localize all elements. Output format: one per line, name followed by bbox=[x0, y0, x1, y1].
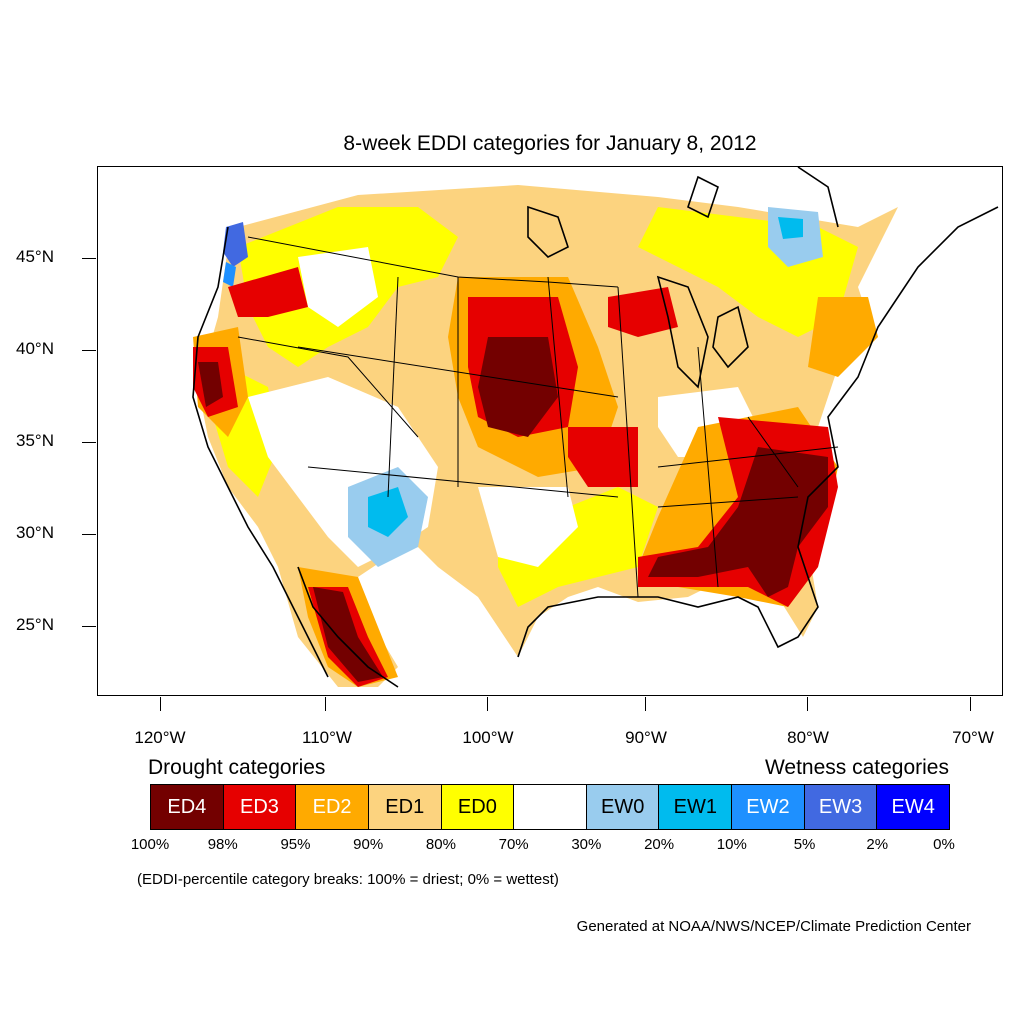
percentile-break-label: 100% bbox=[130, 836, 170, 853]
percentile-break-label: 80% bbox=[425, 836, 456, 853]
ed3-region bbox=[568, 427, 638, 487]
lat-tick bbox=[82, 534, 96, 535]
lat-tick bbox=[82, 626, 96, 627]
percentile-break-label: 20% bbox=[644, 836, 675, 853]
percentile-break-label: 10% bbox=[716, 836, 747, 853]
lon-label-110: 110°W bbox=[302, 728, 352, 747]
legend-cell-ew4: EW4 bbox=[877, 785, 950, 829]
lon-tick bbox=[160, 697, 161, 711]
lon-tick bbox=[645, 697, 646, 711]
lon-tick bbox=[970, 697, 971, 711]
lon-label-120: 120°W bbox=[134, 728, 186, 747]
ew2-region bbox=[223, 262, 236, 287]
drought-categories-header: Drought categories bbox=[148, 756, 326, 779]
ed4-region bbox=[478, 337, 558, 437]
legend-cell-ew2: EW2 bbox=[732, 785, 805, 829]
lat-label-35: 35°N bbox=[16, 431, 54, 450]
percentile-break-label: 98% bbox=[207, 836, 238, 853]
ed4-region bbox=[313, 587, 383, 682]
lon-label-90: 90°W bbox=[625, 728, 667, 747]
ed3-region bbox=[608, 287, 678, 337]
map-panel bbox=[97, 166, 1003, 696]
state-boundaries bbox=[237, 236, 839, 598]
lon-label-70: 70°W bbox=[952, 728, 994, 747]
lat-tick bbox=[82, 442, 96, 443]
lat-label-40: 40°N bbox=[16, 339, 54, 358]
lon-label-100: 100°W bbox=[462, 728, 514, 747]
ed4-region bbox=[648, 447, 828, 597]
ew1-region bbox=[368, 487, 408, 537]
legend-cell-ed3: ED3 bbox=[223, 785, 297, 829]
lat-tick bbox=[82, 258, 96, 259]
wetness-categories-header: Wetness categories bbox=[764, 756, 949, 779]
legend-cell-ed1: ED1 bbox=[368, 785, 442, 829]
ew3-region bbox=[223, 222, 248, 267]
legend-cell-ed0: ED0 bbox=[441, 785, 515, 829]
near-normal-region bbox=[478, 487, 578, 567]
ed4-region bbox=[198, 362, 223, 407]
legend-cell-ew1: EW1 bbox=[659, 785, 733, 829]
percentile-break-label: 95% bbox=[280, 836, 311, 853]
percentile-break-label: 90% bbox=[353, 836, 384, 853]
legend-cell-ed2: ED2 bbox=[296, 785, 369, 829]
lat-label-30: 30°N bbox=[16, 523, 54, 542]
lon-label-80: 80°W bbox=[787, 728, 829, 747]
ew1-region bbox=[778, 217, 803, 239]
percentile-break-label: 5% bbox=[793, 836, 816, 853]
lon-tick bbox=[807, 697, 808, 711]
ed3-region bbox=[228, 267, 308, 317]
percentile-break-label: 2% bbox=[866, 836, 889, 853]
legend-cell-normal bbox=[514, 785, 587, 829]
ed2-region bbox=[808, 297, 878, 377]
lat-tick bbox=[82, 350, 96, 351]
us-drought-map bbox=[192, 167, 999, 688]
percentile-break-label: 30% bbox=[571, 836, 602, 853]
map-title: 8-week EDDI categories for January 8, 20… bbox=[343, 132, 757, 155]
lat-label-45: 45°N bbox=[16, 247, 54, 266]
legend-cell-ew0: EW0 bbox=[586, 785, 660, 829]
lon-tick bbox=[487, 697, 488, 711]
lat-label-25: 25°N bbox=[16, 615, 54, 634]
coastlines bbox=[192, 167, 999, 688]
legend-cell-ed4: ED4 bbox=[151, 785, 224, 829]
lon-tick bbox=[325, 697, 326, 711]
category-note: (EDDI-percentile category breaks: 100% =… bbox=[137, 871, 559, 888]
credit-line: Generated at NOAA/NWS/NCEP/Climate Predi… bbox=[576, 918, 971, 935]
percentile-break-label: 0% bbox=[933, 836, 955, 853]
near-normal-region bbox=[298, 247, 378, 327]
legend-cell-ew3: EW3 bbox=[804, 785, 878, 829]
percentile-break-label: 70% bbox=[498, 836, 529, 853]
category-legend: ED4 ED3 ED2 ED1 ED0 EW0 EW1 EW2 EW3 EW4 bbox=[150, 784, 950, 830]
